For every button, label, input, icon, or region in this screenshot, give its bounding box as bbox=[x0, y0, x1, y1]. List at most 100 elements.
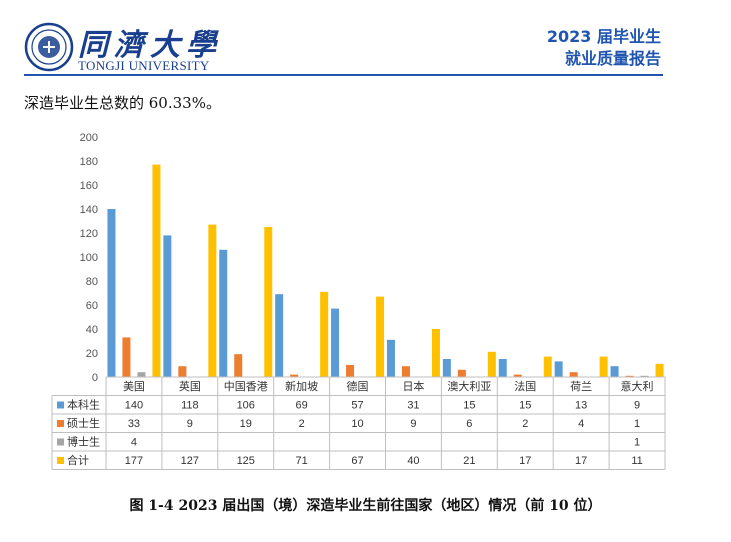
x-category-label: 法国 bbox=[514, 379, 536, 393]
legend-label-本科生: 本科生 bbox=[67, 398, 100, 412]
y-tick-label: 80 bbox=[86, 276, 98, 288]
data-label-本科生: 118 bbox=[181, 400, 199, 412]
bar-博士生 bbox=[640, 375, 649, 377]
bar-本科生 bbox=[163, 235, 172, 377]
report-title-line1: 2023 届毕业生 bbox=[546, 27, 661, 46]
bar-博士生 bbox=[137, 372, 146, 377]
legend-swatch-合计 bbox=[57, 457, 64, 464]
bar-合计 bbox=[152, 164, 161, 377]
bar-硕士生 bbox=[290, 374, 299, 377]
data-label-本科生: 13 bbox=[575, 400, 587, 412]
x-category-label: 德国 bbox=[347, 379, 369, 393]
x-category-label: 荷兰 bbox=[570, 380, 592, 393]
y-tick-label: 120 bbox=[80, 228, 98, 240]
data-label-硕士生: 4 bbox=[578, 418, 584, 430]
bar-合计 bbox=[431, 329, 440, 377]
bar-合计 bbox=[543, 356, 552, 377]
data-label-硕士生: 19 bbox=[240, 418, 252, 430]
report-title: 2023 届毕业生 就业质量报告 bbox=[547, 26, 661, 70]
data-label-本科生: 15 bbox=[463, 400, 475, 412]
bar-硕士生 bbox=[513, 374, 522, 377]
bar-本科生 bbox=[498, 359, 507, 377]
data-label-本科生: 31 bbox=[407, 400, 419, 412]
data-label-硕士生: 2 bbox=[522, 418, 528, 430]
data-label-本科生: 140 bbox=[125, 400, 143, 412]
bar-合计 bbox=[264, 227, 273, 377]
data-label-硕士生: 2 bbox=[299, 418, 305, 430]
y-tick-label: 0 bbox=[92, 372, 98, 384]
y-tick-label: 140 bbox=[80, 204, 98, 216]
bar-硕士生 bbox=[625, 375, 634, 377]
x-category-label: 新加坡 bbox=[285, 379, 318, 393]
data-label-本科生: 9 bbox=[634, 400, 640, 412]
bar-本科生 bbox=[219, 249, 228, 377]
bar-本科生 bbox=[610, 366, 619, 377]
y-tick-label: 40 bbox=[86, 324, 98, 336]
bar-合计 bbox=[320, 291, 329, 377]
data-label-本科生: 69 bbox=[296, 400, 308, 412]
data-label-硕士生: 10 bbox=[351, 418, 363, 430]
bar-硕士生 bbox=[122, 337, 131, 377]
intro-text: 深造毕业生总数的 60.33%。 bbox=[24, 94, 221, 112]
bar-硕士生 bbox=[234, 354, 243, 377]
y-tick-label: 20 bbox=[86, 348, 98, 360]
bar-合计 bbox=[208, 224, 217, 377]
x-category-label: 日本 bbox=[402, 379, 424, 393]
x-category-label: 英国 bbox=[179, 379, 201, 393]
header-divider bbox=[24, 74, 663, 76]
bar-本科生 bbox=[275, 294, 284, 377]
bar-本科生 bbox=[554, 361, 563, 377]
data-label-硕士生: 1 bbox=[634, 418, 640, 430]
data-label-硕士生: 9 bbox=[187, 418, 193, 430]
data-label-合计: 127 bbox=[181, 455, 199, 467]
bar-硕士生 bbox=[569, 372, 578, 377]
data-label-合计: 17 bbox=[519, 455, 531, 467]
bar-本科生 bbox=[386, 339, 395, 377]
bar-硕士生 bbox=[457, 369, 466, 377]
legend-label-博士生: 博士生 bbox=[67, 435, 100, 449]
y-tick-label: 160 bbox=[80, 180, 98, 192]
bar-本科生 bbox=[107, 209, 116, 377]
legend-label-合计: 合计 bbox=[67, 453, 89, 467]
data-label-合计: 11 bbox=[631, 455, 642, 467]
bar-硕士生 bbox=[346, 365, 355, 377]
bar-本科生 bbox=[331, 308, 340, 377]
x-category-label: 美国 bbox=[123, 380, 145, 393]
x-category-label: 意大利 bbox=[621, 379, 654, 393]
report-header: 同濟大學 TONGJI UNIVERSITY 2023 届毕业生 就业质量报告 bbox=[0, 0, 731, 80]
university-seal-icon bbox=[24, 22, 74, 72]
data-label-本科生: 57 bbox=[351, 400, 363, 412]
legend-swatch-硕士生 bbox=[57, 420, 64, 427]
university-english-name: TONGJI UNIVERSITY bbox=[78, 58, 210, 73]
bar-硕士生 bbox=[178, 366, 187, 377]
data-label-合计: 40 bbox=[407, 455, 419, 467]
bar-硕士生 bbox=[401, 366, 410, 377]
y-tick-label: 180 bbox=[80, 156, 98, 168]
bar-本科生 bbox=[442, 359, 451, 377]
y-tick-label: 200 bbox=[80, 132, 98, 144]
data-label-合计: 21 bbox=[463, 455, 475, 467]
data-label-硕士生: 6 bbox=[466, 418, 472, 430]
data-label-本科生: 15 bbox=[519, 400, 531, 412]
data-label-合计: 17 bbox=[575, 455, 587, 467]
data-label-硕士生: 33 bbox=[128, 418, 140, 430]
bar-合计 bbox=[487, 351, 496, 377]
bar-合计 bbox=[599, 356, 608, 377]
bar-合计 bbox=[655, 363, 664, 377]
y-tick-label: 100 bbox=[80, 252, 98, 264]
legend-swatch-本科生 bbox=[57, 401, 64, 409]
report-title-line2: 就业质量报告 bbox=[564, 49, 661, 68]
data-label-合计: 125 bbox=[237, 455, 255, 467]
data-label-合计: 177 bbox=[125, 455, 143, 467]
y-tick-label: 60 bbox=[86, 300, 98, 312]
legend-swatch-博士生 bbox=[57, 438, 64, 446]
x-category-label: 澳大利亚 bbox=[447, 379, 491, 393]
university-name: 同濟大學 bbox=[78, 28, 222, 63]
x-category-label: 中国香港 bbox=[224, 380, 268, 393]
data-label-合计: 67 bbox=[351, 455, 363, 467]
figure-caption: 图 1-4 2023 届出国（境）深造毕业生前往国家（地区）情况（前 10 位） bbox=[129, 498, 602, 514]
legend-label-硕士生: 硕士生 bbox=[67, 416, 100, 430]
data-label-合计: 71 bbox=[296, 455, 308, 467]
data-label-博士生: 1 bbox=[634, 437, 640, 449]
